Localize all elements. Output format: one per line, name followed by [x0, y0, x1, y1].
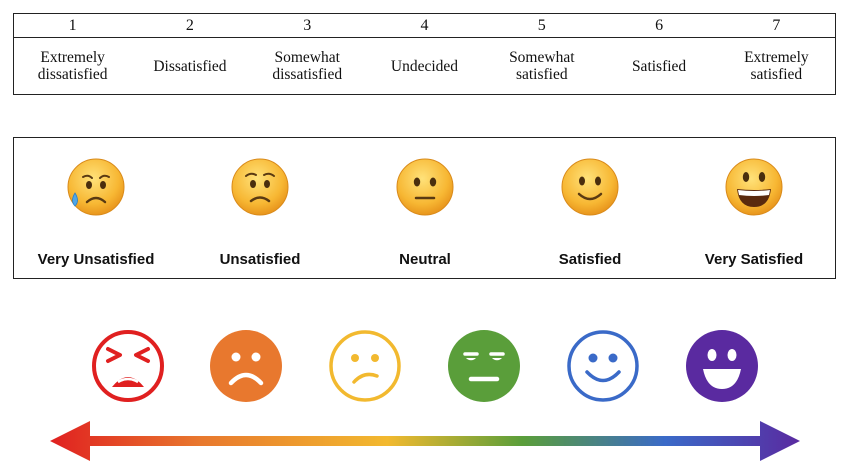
- scale-number: 1: [68, 17, 77, 34]
- emoji-caption: Very Unsatisfied: [37, 251, 155, 268]
- scale-label: Satisfied: [631, 57, 687, 75]
- scale-option-7: 7 Extremely satisfied: [718, 14, 835, 94]
- confused-face-icon: [329, 330, 401, 402]
- seven-point-scale-table: 1 Extremely dissatisfied 2 Dissatisfied …: [13, 13, 836, 95]
- emoji-option-satisfied: Satisfied: [508, 138, 672, 278]
- slight-smile-emoji-icon: [561, 158, 619, 216]
- scale-number: 2: [185, 17, 194, 34]
- emoji-caption: Unsatisfied: [219, 251, 301, 268]
- scale-label: Undecided: [390, 57, 459, 75]
- scale-label: Somewhat dissatisfied: [272, 49, 343, 83]
- emoji-option-unsatisfied: Unsatisfied: [178, 138, 342, 278]
- gradient-scale-arrow: [50, 421, 800, 461]
- scale-label: Somewhat satisfied: [509, 49, 575, 83]
- big-grin-emoji-icon: [725, 158, 783, 216]
- persevering-face-icon: [92, 330, 164, 402]
- five-point-emoji-scale: Very Unsatisfied Unsatisfied Neutral Sat…: [13, 137, 836, 279]
- scale-label: Extremely satisfied: [744, 49, 809, 83]
- frowning-face-icon: [210, 330, 282, 402]
- scale-option-1: 1 Extremely dissatisfied: [14, 14, 131, 94]
- scale-option-3: 3 Somewhat dissatisfied: [249, 14, 366, 94]
- emoji-caption: Neutral: [399, 251, 451, 268]
- table-divider: [14, 37, 835, 38]
- sad-tear-emoji-icon: [67, 158, 125, 216]
- smiling-face-icon: [567, 330, 639, 402]
- emoji-option-very-unsatisfied: Very Unsatisfied: [14, 138, 178, 278]
- emoji-option-very-satisfied: Very Satisfied: [672, 138, 836, 278]
- emoji-caption: Very Satisfied: [704, 251, 804, 268]
- scale-label: Dissatisfied: [153, 57, 227, 75]
- scale-number: 7: [772, 17, 781, 34]
- scale-number: 5: [537, 17, 546, 34]
- scale-number: 4: [420, 17, 429, 34]
- worried-emoji-icon: [231, 158, 289, 216]
- scale-number: 3: [303, 17, 312, 34]
- scale-option-6: 6 Satisfied: [600, 14, 717, 94]
- emoji-caption: Satisfied: [558, 251, 622, 268]
- neutral-face-icon: [448, 330, 520, 402]
- scale-option-4: 4 Undecided: [366, 14, 483, 94]
- neutral-emoji-icon: [396, 158, 454, 216]
- scale-number: 6: [655, 17, 664, 34]
- emoji-option-neutral: Neutral: [343, 138, 507, 278]
- scale-option-2: 2 Dissatisfied: [131, 14, 248, 94]
- grinning-face-icon: [686, 330, 758, 402]
- scale-label: Extremely dissatisfied: [37, 49, 108, 83]
- scale-option-5: 5 Somewhat satisfied: [483, 14, 600, 94]
